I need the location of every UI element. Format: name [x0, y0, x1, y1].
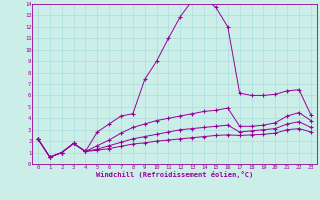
X-axis label: Windchill (Refroidissement éolien,°C): Windchill (Refroidissement éolien,°C)	[96, 171, 253, 178]
